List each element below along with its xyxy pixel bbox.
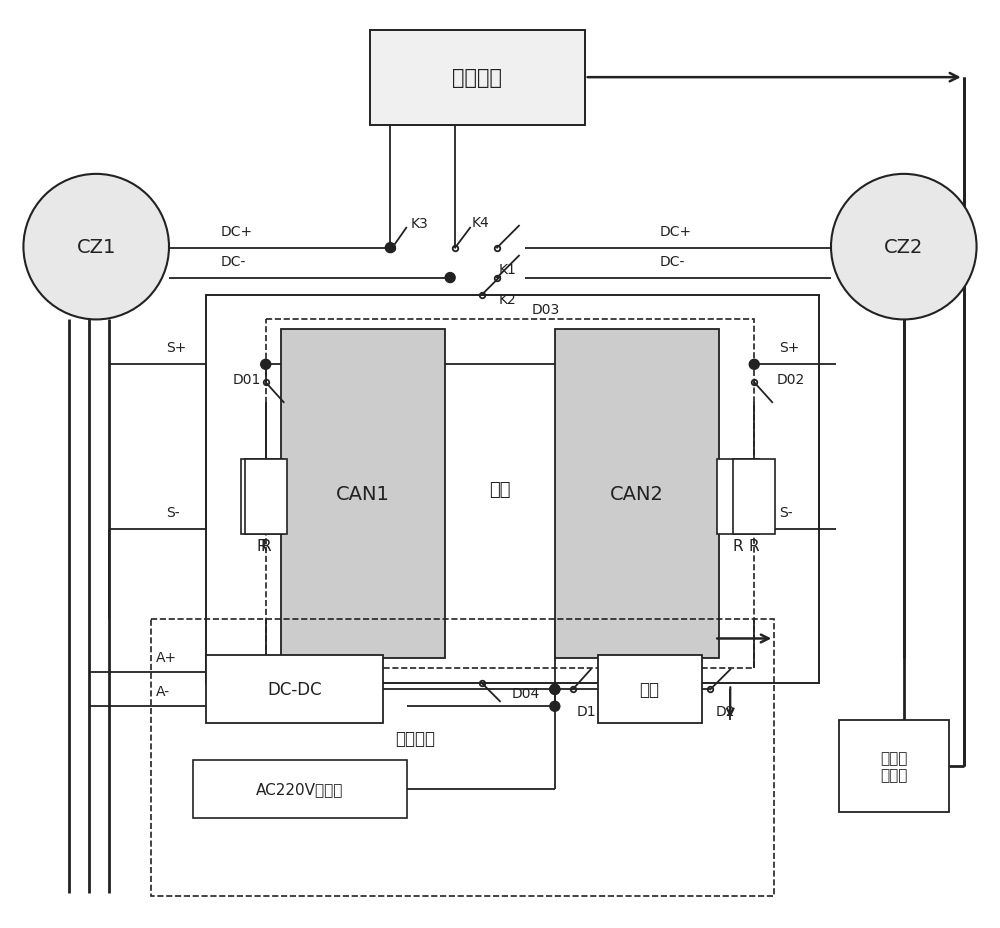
- FancyBboxPatch shape: [241, 459, 283, 535]
- Text: K3: K3: [410, 216, 428, 230]
- Text: D03: D03: [532, 303, 560, 317]
- Circle shape: [385, 243, 395, 253]
- Text: S+: S+: [779, 341, 800, 354]
- Text: CZ2: CZ2: [884, 238, 923, 257]
- FancyBboxPatch shape: [598, 656, 702, 724]
- Text: AC220V充电器: AC220V充电器: [256, 781, 343, 796]
- Text: K2: K2: [499, 292, 517, 306]
- Text: CAN2: CAN2: [610, 485, 664, 504]
- Circle shape: [831, 174, 977, 320]
- Text: D2: D2: [715, 704, 735, 718]
- Text: D1: D1: [577, 704, 596, 718]
- Text: CAN1: CAN1: [335, 485, 389, 504]
- Text: DC+: DC+: [660, 225, 692, 238]
- Text: A+: A+: [156, 651, 177, 664]
- FancyBboxPatch shape: [206, 656, 383, 724]
- Circle shape: [749, 360, 759, 370]
- Text: CZ1: CZ1: [77, 238, 116, 257]
- Circle shape: [445, 273, 455, 283]
- Text: A-: A-: [156, 685, 170, 699]
- Text: DC-: DC-: [660, 254, 685, 268]
- Text: DC+: DC+: [221, 225, 253, 238]
- FancyBboxPatch shape: [555, 330, 719, 659]
- Circle shape: [261, 360, 271, 370]
- Circle shape: [550, 685, 560, 694]
- FancyBboxPatch shape: [281, 330, 445, 659]
- Text: D04: D04: [512, 687, 540, 701]
- Text: S-: S-: [779, 505, 793, 520]
- Text: R: R: [749, 538, 760, 554]
- Text: DC-DC: DC-DC: [267, 680, 322, 699]
- Text: S+: S+: [166, 341, 186, 354]
- FancyBboxPatch shape: [733, 459, 775, 535]
- Text: R: R: [260, 538, 271, 554]
- FancyBboxPatch shape: [717, 459, 759, 535]
- Circle shape: [550, 702, 560, 712]
- Text: S-: S-: [166, 505, 180, 520]
- FancyBboxPatch shape: [839, 720, 949, 812]
- FancyBboxPatch shape: [370, 32, 585, 126]
- Text: D01: D01: [232, 373, 261, 387]
- Text: K1: K1: [499, 263, 517, 277]
- Circle shape: [550, 685, 560, 694]
- Circle shape: [23, 174, 169, 320]
- Text: 电池电压: 电池电压: [452, 68, 502, 88]
- Text: R: R: [256, 538, 267, 554]
- Text: 电池: 电池: [640, 680, 660, 699]
- Text: 电池模块: 电池模块: [395, 729, 435, 747]
- FancyBboxPatch shape: [193, 760, 407, 818]
- Text: R: R: [733, 538, 744, 554]
- Text: DC-: DC-: [221, 254, 246, 268]
- Text: 继电器
接触器: 继电器 接触器: [880, 750, 908, 782]
- Text: D02: D02: [776, 373, 804, 387]
- Text: K4: K4: [472, 215, 490, 229]
- Text: 主控: 主控: [489, 481, 511, 498]
- FancyBboxPatch shape: [245, 459, 287, 535]
